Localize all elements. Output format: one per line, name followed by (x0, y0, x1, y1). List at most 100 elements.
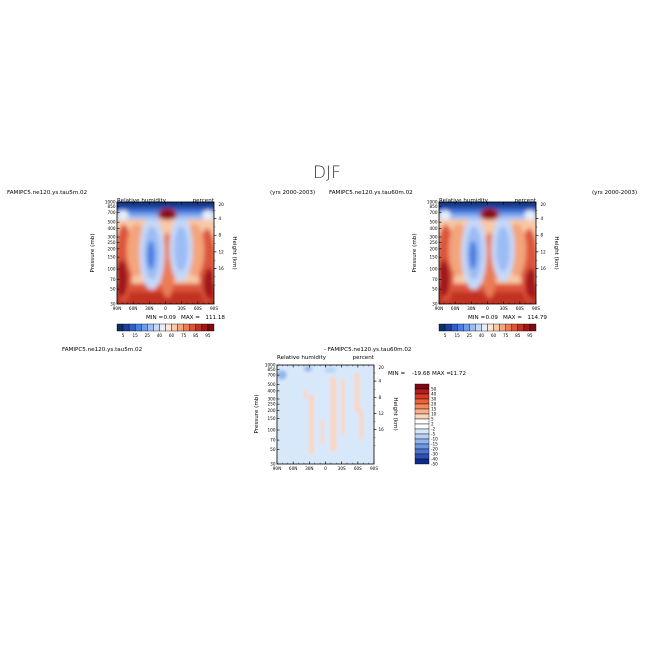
diff-positive-patch (341, 379, 345, 435)
y-tick-label: 100 (108, 266, 116, 271)
colorbar-label: -20 (431, 447, 438, 452)
colorbar-label: 85 (193, 333, 199, 338)
colorbar-box (414, 458, 430, 465)
panel2-max-value: 114.79 (527, 315, 547, 321)
colorbar-label: 25 (467, 333, 473, 338)
y-right-tick-label: 4 (379, 379, 382, 384)
x-tick-label: 0 (164, 306, 167, 311)
colorbar-box (141, 323, 148, 332)
y-tick-label: 1000 (105, 200, 116, 205)
panel3-min-value: -19.68 (412, 371, 430, 377)
panel1-colorbar: 5 15 25 40 60 75 85 95 (116, 323, 215, 338)
colorbar-box (207, 323, 215, 332)
panel1-max-value: 111.18 (205, 315, 225, 321)
colorbar-box (414, 423, 430, 430)
y-tick-label: 400 (430, 226, 438, 231)
y-tick-label: 70 (110, 277, 116, 282)
y-tick-label: 200 (108, 246, 116, 251)
colorbar-box (189, 323, 197, 332)
colorbar-label: -40 (431, 457, 438, 462)
panel1-ylabel: Pressure (mb) (90, 233, 96, 272)
colorbar-label: 95 (527, 333, 533, 338)
colorbar-box (171, 323, 178, 332)
panel1-max-label: MAX = (181, 315, 200, 321)
colorbar-box (414, 448, 430, 455)
colorbar-box (414, 428, 430, 435)
y-tick-label: 250 (430, 240, 438, 245)
y-tick-label: 850 (268, 367, 276, 372)
rh-field-layer (117, 202, 214, 304)
colorbar-label: 40 (431, 392, 437, 397)
y-tick-label: 700 (430, 210, 438, 215)
south-polar-max (525, 268, 536, 299)
south-upper-pocket (202, 210, 214, 221)
diff-negative-north (277, 369, 287, 380)
colorbar-label: -2 (431, 427, 436, 432)
panel2-min-value: 0.09 (486, 315, 499, 321)
x-tick-label: 60N (129, 306, 137, 311)
y-tick-label: 150 (430, 255, 438, 260)
y-tick-label: 500 (430, 220, 438, 225)
north-upper-pocket (439, 210, 451, 221)
colorbar-box (505, 323, 512, 332)
colorbar-box (414, 413, 430, 420)
panel2-case-label: FAMIPC5.ne120.ys.tau60m.02 (329, 190, 413, 196)
panel2-min-label: MIN = (468, 315, 485, 321)
x-tick-label: 30N (305, 466, 313, 471)
y-tick-label: 300 (268, 396, 276, 401)
y-tick-label: 400 (268, 388, 276, 393)
y-tick-label: 100 (268, 428, 276, 433)
y-tick-label: 100 (430, 266, 438, 271)
y-tick-label: 300 (430, 235, 438, 240)
panel1-case-label: FAMIPC5.ne120.ys.tau5m.02 (7, 190, 87, 196)
y-tick-label: 200 (268, 408, 276, 413)
colorbar-label: 40 (479, 333, 485, 338)
diff-positive-patch (304, 389, 308, 400)
north-upper-pocket (117, 210, 129, 221)
colorbar-label: 50 (431, 387, 437, 392)
colorbar-box (201, 323, 209, 332)
colorbar-label: 10 (431, 412, 437, 417)
panel3-ylabel: Pressure (mb) (254, 394, 260, 433)
x-tick-label: 0 (486, 306, 489, 311)
panel2-colorbar: 5 15 25 40 60 75 85 95 (438, 323, 537, 338)
panel3-title: Relative humidity (277, 355, 327, 361)
x-tick-label: 90S (370, 466, 378, 471)
panel2-period: (yrs 2000-2003) (592, 190, 637, 196)
y-tick-label: 70 (270, 438, 276, 443)
colorbar-label: 5 (122, 333, 125, 338)
tropopause-moist-core (483, 211, 496, 218)
diff-negative-upper (304, 365, 312, 372)
colorbar-box (195, 323, 203, 332)
y-tick-label: 250 (108, 240, 116, 245)
colorbar-box (456, 323, 464, 332)
colorbar-box (414, 418, 430, 425)
north-subtropic-dry-core (147, 240, 155, 270)
y-tick-label: 200 (430, 246, 438, 251)
y-right-tick-label: 12 (379, 411, 385, 416)
panel3-units: percent (353, 355, 375, 361)
y-right-tick-label: 20 (379, 365, 385, 370)
y-right-tick-label: 20 (219, 202, 225, 207)
y-tick-label: 150 (108, 255, 116, 260)
panel3-diff-label: - FAMIPC5.ne120.ys.tau60m.02 (324, 347, 412, 353)
south-subtropic-dry (496, 226, 510, 272)
y-tick-label: 70 (432, 277, 438, 282)
colorbar-box (128, 323, 136, 332)
colorbar-label: -5 (431, 432, 436, 437)
y-right-tick-label: 8 (219, 233, 222, 238)
colorbar-box (463, 323, 470, 332)
colorbar-label: -10 (431, 437, 438, 442)
colorbar-box (159, 323, 166, 332)
x-tick-label: 90N (273, 466, 281, 471)
colorbar-box (414, 443, 430, 450)
y-tick-label: 500 (108, 220, 116, 225)
panel2-max-label: MAX = (503, 315, 522, 321)
colorbar-label: 5 (444, 333, 447, 338)
colorbar-box (116, 323, 124, 332)
colorbar-box (481, 323, 488, 332)
colorbar-label: 5 (431, 417, 434, 422)
panel2-units: percent (515, 198, 537, 204)
y-tick-label: 30 (270, 462, 276, 467)
panel1-ylabel-right: Height (km) (231, 236, 237, 269)
